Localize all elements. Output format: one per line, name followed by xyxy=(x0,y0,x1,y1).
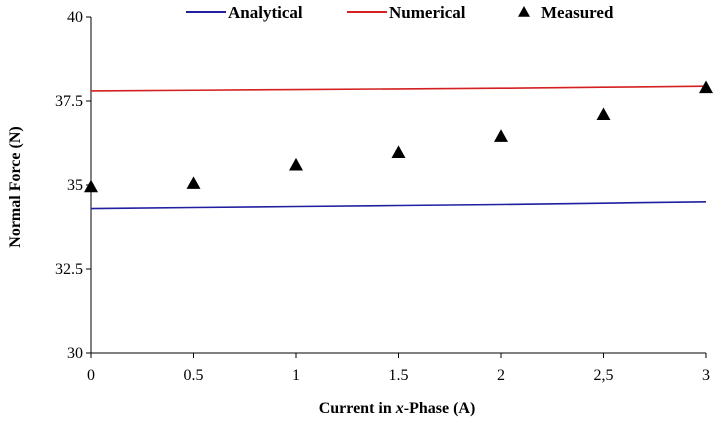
y-tick-labels: 30 32.5 35 37.5 40 xyxy=(55,9,91,362)
y-axis-title: Normal Force (N) xyxy=(7,126,24,247)
y-tick-label: 32.5 xyxy=(55,261,83,278)
x-tick-label: 2,5 xyxy=(594,367,614,384)
y-tick-label: 30 xyxy=(67,345,83,362)
measured-legend-label: Measured xyxy=(541,3,614,22)
analytical-series-line xyxy=(90,201,707,210)
y-tick-label: 37.5 xyxy=(55,93,83,110)
measured-point xyxy=(494,129,508,142)
measured-legend-swatch xyxy=(518,6,530,17)
x-tick-label: 2 xyxy=(497,367,505,384)
analytical-legend-label: Analytical xyxy=(228,3,303,22)
x-tick-label: 3 xyxy=(702,367,710,384)
x-tick-label: 0.5 xyxy=(184,367,204,384)
measured-point xyxy=(391,145,406,159)
x-tick-labels: 0 0.5 1 1.5 2 2,5 3 xyxy=(87,353,710,384)
measured-point xyxy=(186,176,201,189)
numerical-series-line xyxy=(90,85,707,92)
measured-point xyxy=(289,157,303,171)
series-layer xyxy=(84,80,713,210)
x-axis-title-prefix: Current in xyxy=(319,400,396,417)
x-axis-title-suffix: -Phase (A) xyxy=(404,400,476,417)
x-tick-label: 1.5 xyxy=(389,367,409,384)
measured-point xyxy=(699,80,713,94)
numerical-legend-label: Numerical xyxy=(389,3,466,22)
plot-axes xyxy=(90,17,706,354)
measured-point xyxy=(596,107,611,121)
x-axis-title-variable: x xyxy=(395,400,404,417)
measured-point xyxy=(84,179,98,193)
x-tick-label: 0 xyxy=(87,367,95,384)
x-tick-label: 1 xyxy=(292,367,300,384)
x-axis-title: Current in x-Phase (A) xyxy=(319,400,476,417)
y-tick-label: 40 xyxy=(67,9,83,26)
legend: Analytical Numerical Measured xyxy=(186,3,614,22)
y-tick-label: 35 xyxy=(67,177,83,194)
